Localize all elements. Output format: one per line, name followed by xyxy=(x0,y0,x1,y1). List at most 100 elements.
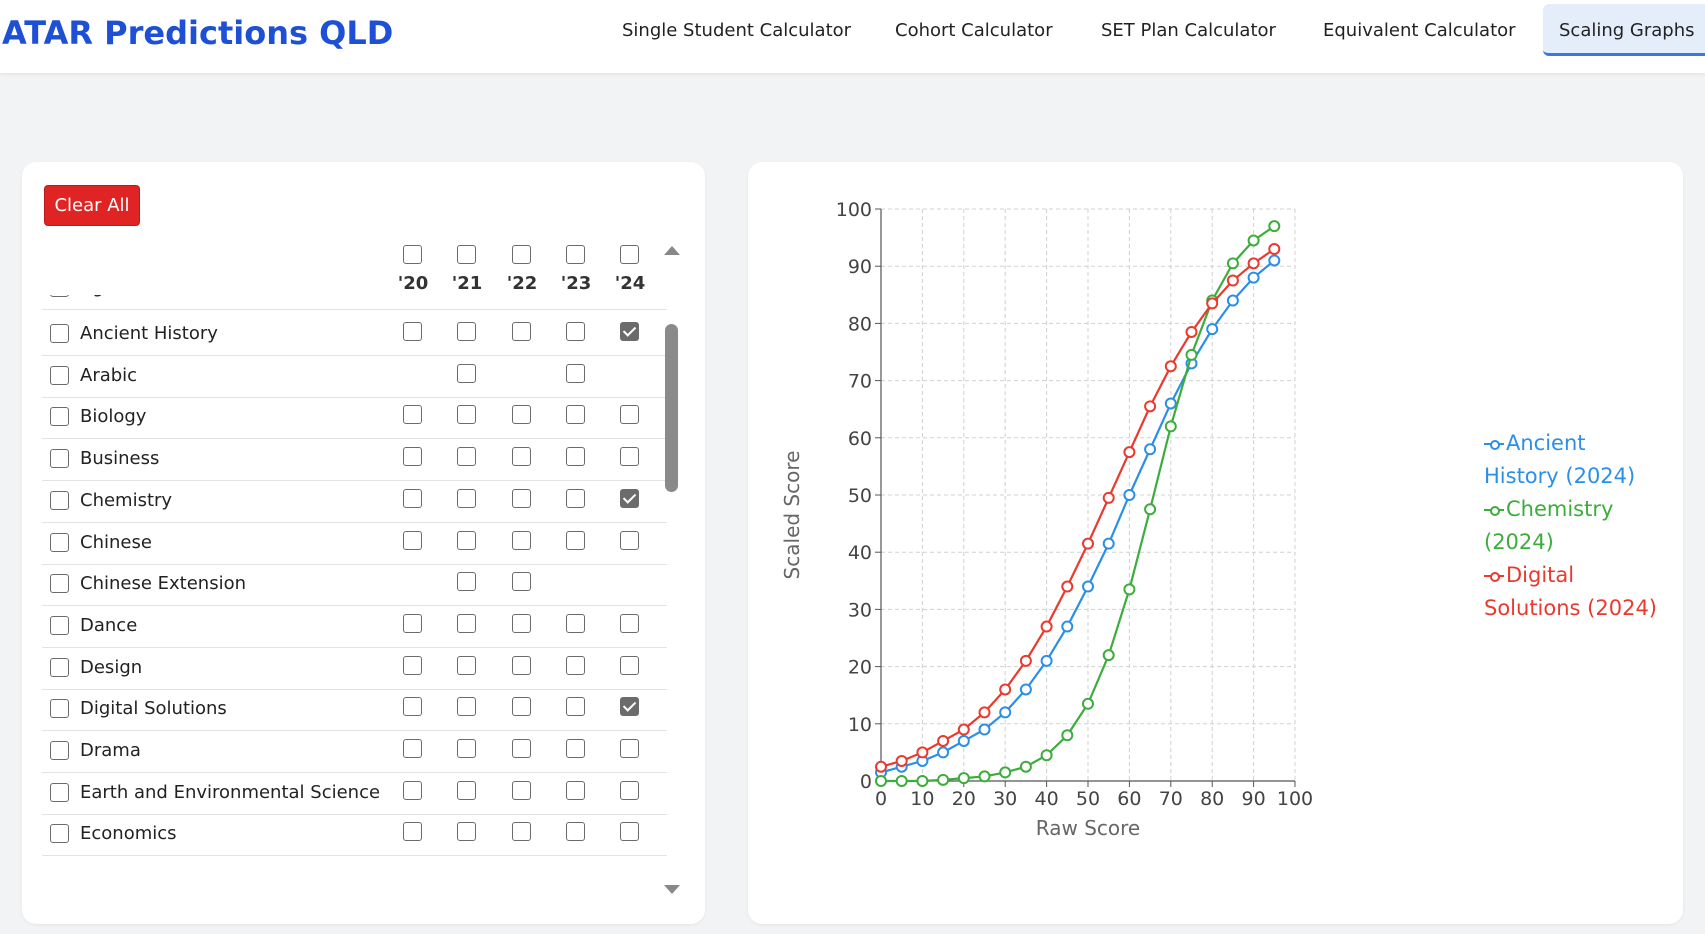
subject-year-checkbox[interactable] xyxy=(403,613,422,633)
subject-year-checkbox[interactable] xyxy=(566,613,585,633)
scroll-down-arrow-icon[interactable] xyxy=(664,885,680,894)
subject-select-all-checkbox[interactable] xyxy=(50,490,69,510)
clear-all-button[interactable]: Clear All xyxy=(44,185,140,226)
subject-year-checkbox[interactable] xyxy=(403,322,422,341)
subject-year-checkbox[interactable] xyxy=(620,447,639,467)
nav-equivalent-calculator[interactable]: Equivalent Calculator xyxy=(1323,20,1516,41)
legend-item[interactable]: Digital Solutions (2024) xyxy=(1484,559,1664,625)
subject-year-checkbox[interactable] xyxy=(620,405,639,425)
subject-year-checkbox[interactable] xyxy=(512,530,531,550)
nav-set-plan-calculator[interactable]: SET Plan Calculator xyxy=(1101,20,1276,41)
subject-year-checkbox[interactable] xyxy=(620,822,639,842)
subject-year-checkbox[interactable] xyxy=(457,405,476,425)
subject-year-checkbox[interactable] xyxy=(457,572,476,592)
subject-select-all-checkbox[interactable] xyxy=(50,365,69,385)
subject-year-checkbox[interactable] xyxy=(457,530,476,550)
subject-year-checkbox[interactable] xyxy=(403,530,422,550)
subject-year-checkbox[interactable] xyxy=(620,739,639,758)
subject-year-checkbox[interactable] xyxy=(512,780,531,800)
subject-year-checkbox[interactable] xyxy=(566,447,585,467)
subject-year-checkbox[interactable] xyxy=(403,739,422,758)
data-point xyxy=(1268,220,1281,233)
subject-select-all-checkbox[interactable] xyxy=(50,782,69,802)
scrollbar-thumb[interactable] xyxy=(665,324,678,492)
subject-year-checkbox[interactable] xyxy=(457,780,476,800)
subject-select-all-checkbox[interactable] xyxy=(50,699,69,719)
scroll-up-arrow-icon[interactable] xyxy=(664,246,680,255)
subject-select-all-checkbox[interactable] xyxy=(50,407,69,427)
subject-year-checkbox[interactable] xyxy=(403,655,422,675)
year-select-all-checkbox[interactable] xyxy=(566,245,585,264)
subject-year-checkbox[interactable] xyxy=(512,447,531,467)
subject-year-checkbox[interactable] xyxy=(566,697,585,717)
subject-year-checkbox[interactable] xyxy=(566,655,585,675)
subject-year-checkbox[interactable] xyxy=(403,447,422,467)
subject-year-checkbox[interactable] xyxy=(512,405,531,425)
data-point xyxy=(978,706,991,719)
year-column-label: '23 xyxy=(560,273,592,294)
subject-year-checkbox[interactable] xyxy=(566,322,585,341)
subject-year-checkbox[interactable] xyxy=(566,405,585,425)
subject-select-all-checkbox[interactable] xyxy=(50,324,69,343)
subject-year-checkbox[interactable] xyxy=(566,488,585,508)
subject-year-checkbox[interactable] xyxy=(512,488,531,508)
subject-year-checkbox[interactable] xyxy=(457,447,476,467)
nav-single-student-calculator[interactable]: Single Student Calculator xyxy=(622,20,852,41)
subject-year-checkbox[interactable] xyxy=(512,655,531,675)
subject-select-all-checkbox[interactable] xyxy=(50,824,69,844)
subject-year-checkbox[interactable] xyxy=(512,572,531,592)
subject-year-checkbox[interactable] xyxy=(457,739,476,758)
subject-year-checkbox[interactable] xyxy=(620,488,639,508)
subject-year-checkbox[interactable] xyxy=(457,613,476,633)
subject-year-checkbox[interactable] xyxy=(512,822,531,842)
subject-row-partial: Agricultural Science xyxy=(42,295,667,310)
subject-select-all-checkbox[interactable] xyxy=(50,574,69,594)
brand-title[interactable]: ATAR Predictions QLD xyxy=(2,14,394,52)
subject-year-checkbox[interactable] xyxy=(620,697,639,717)
year-select-all-checkbox[interactable] xyxy=(620,245,639,264)
subject-year-checkbox[interactable] xyxy=(457,697,476,717)
y-tick-label: 40 xyxy=(848,542,872,564)
data-point xyxy=(895,754,908,767)
subject-year-checkbox[interactable] xyxy=(620,322,639,341)
subject-select-all-checkbox[interactable] xyxy=(50,615,69,635)
nav-scaling-graphs[interactable]: Scaling Graphs xyxy=(1543,4,1705,56)
data-point xyxy=(1226,294,1239,307)
subject-year-checkbox[interactable] xyxy=(512,322,531,341)
legend-item[interactable]: Chemistry (2024) xyxy=(1484,493,1664,559)
subject-year-checkbox[interactable] xyxy=(620,655,639,675)
subject-year-checkbox[interactable] xyxy=(403,488,422,508)
subject-year-checkbox[interactable] xyxy=(512,739,531,758)
subject-year-checkbox[interactable] xyxy=(566,530,585,550)
subject-year-checkbox[interactable] xyxy=(457,822,476,842)
subject-label: Dance xyxy=(80,614,138,636)
year-select-all-checkbox[interactable] xyxy=(512,245,531,264)
subject-year-checkbox[interactable] xyxy=(403,405,422,425)
subject-year-checkbox[interactable] xyxy=(512,697,531,717)
subject-year-checkbox[interactable] xyxy=(403,697,422,717)
subject-select-all-checkbox[interactable] xyxy=(50,449,69,469)
subject-year-checkbox[interactable] xyxy=(457,655,476,675)
subject-year-checkbox[interactable] xyxy=(512,613,531,633)
subject-selector-panel: Clear All '20 '21 '22 '23 '24 Agricultural S… xyxy=(22,162,705,924)
subject-year-checkbox[interactable] xyxy=(403,780,422,800)
subject-select-all-checkbox[interactable] xyxy=(50,532,69,552)
subject-year-checkbox[interactable] xyxy=(403,822,422,842)
subject-select-all-checkbox[interactable] xyxy=(50,295,69,297)
subject-year-checkbox[interactable] xyxy=(566,739,585,758)
subject-year-checkbox[interactable] xyxy=(566,780,585,800)
legend-item[interactable]: Ancient History (2024) xyxy=(1484,427,1664,493)
subject-select-all-checkbox[interactable] xyxy=(50,741,69,760)
subject-year-checkbox[interactable] xyxy=(457,488,476,508)
subject-year-checkbox[interactable] xyxy=(620,613,639,633)
subject-year-checkbox[interactable] xyxy=(566,363,585,383)
subject-year-checkbox[interactable] xyxy=(457,322,476,341)
subject-year-checkbox[interactable] xyxy=(620,530,639,550)
year-select-all-checkbox[interactable] xyxy=(457,245,476,264)
subject-select-all-checkbox[interactable] xyxy=(50,657,69,677)
subject-year-checkbox[interactable] xyxy=(620,780,639,800)
nav-cohort-calculator[interactable]: Cohort Calculator xyxy=(895,20,1053,41)
subject-year-checkbox[interactable] xyxy=(457,363,476,383)
year-select-all-checkbox[interactable] xyxy=(403,245,422,264)
subject-year-checkbox[interactable] xyxy=(566,822,585,842)
